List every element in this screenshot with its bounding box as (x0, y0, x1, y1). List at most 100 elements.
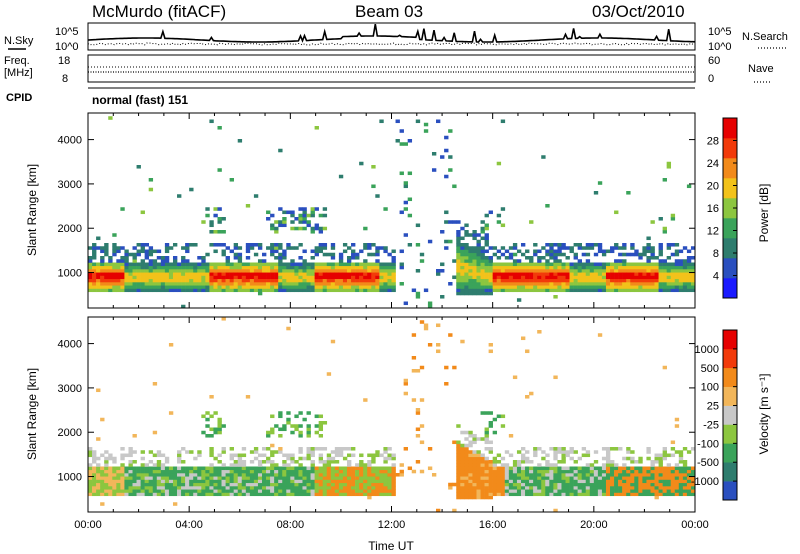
heatmap-cell (221, 447, 226, 451)
heatmap-cell (270, 288, 275, 293)
heatmap-cell (294, 269, 299, 273)
heatmap-cell (112, 269, 117, 273)
heatmap-cell (601, 447, 607, 451)
heatmap-cell (488, 246, 493, 250)
heatmap-cell (342, 285, 348, 289)
heatmap-cell (525, 492, 530, 497)
heatmap-cell (646, 259, 651, 263)
heatmap-cell (112, 473, 117, 477)
heatmap-cell (322, 275, 328, 280)
heatmap-cell (561, 456, 566, 461)
heatmap-cell (658, 453, 663, 458)
heatmap-cell (334, 492, 340, 497)
heatmap-cell (371, 288, 376, 293)
heatmap-cell (484, 456, 489, 461)
heatmap-cell (177, 466, 182, 471)
heatmap-cell (201, 285, 206, 289)
heatmap-cell (460, 463, 465, 467)
heatmap-cell (144, 486, 149, 490)
heatmap-cell (476, 495, 481, 500)
heatmap-cell (363, 473, 368, 477)
heatmap-cell (682, 460, 688, 464)
heatmap-cell (670, 469, 676, 474)
heatmap-cell (257, 463, 263, 467)
heatmap-cell (290, 489, 295, 493)
heatmap-cell (565, 288, 570, 293)
heatmap-cell (686, 489, 692, 493)
heatmap-cell (484, 259, 489, 263)
heatmap-cell (682, 259, 688, 263)
heatmap-cell (253, 447, 259, 451)
heatmap-cell (136, 262, 141, 267)
heatmap-cell (172, 502, 178, 506)
heatmap-cell (229, 272, 234, 276)
heatmap-cell (525, 486, 530, 490)
heatmap-cell (290, 262, 295, 267)
heatmap-cell (116, 492, 121, 497)
heatmap-cell (346, 246, 352, 250)
heatmap-cell (181, 256, 186, 260)
heatmap-cell (233, 246, 239, 250)
heatmap-cell (379, 473, 384, 477)
heatmap-cell (670, 476, 676, 480)
heatmap-cell (375, 453, 380, 458)
heatmap-cell (164, 285, 170, 289)
heatmap-cell (492, 473, 498, 477)
heatmap-cell (682, 473, 688, 477)
heatmap-cell (286, 269, 291, 273)
heatmap-cell (144, 482, 149, 487)
heatmap-cell (529, 275, 534, 280)
heatmap-cell (156, 272, 162, 276)
heatmap-cell (379, 482, 384, 487)
heatmap-cell (96, 479, 101, 484)
heatmap-cell (601, 282, 607, 286)
heatmap-cell (666, 265, 672, 270)
heatmap-cell (662, 476, 667, 480)
heatmap-cell (484, 476, 489, 480)
heatmap-cell (407, 243, 413, 247)
heatmap-cell (597, 269, 603, 273)
heatmap-cell (241, 447, 247, 451)
heatmap-cell (569, 265, 574, 270)
heatmap-cell (492, 466, 498, 471)
heatmap-cell (262, 473, 267, 477)
heatmap-cell (658, 476, 663, 480)
heatmap-cell (618, 246, 623, 250)
heatmap-cell (464, 256, 469, 260)
heatmap-cell (136, 285, 141, 289)
heatmap-cell (233, 285, 239, 289)
heatmap-cell (92, 466, 97, 471)
heatmap-cell (678, 450, 684, 454)
heatmap-cell (387, 285, 392, 289)
heatmap-cell (314, 430, 319, 435)
heatmap-cell (262, 479, 267, 484)
heatmap-cell (185, 489, 190, 493)
heatmap-cell (638, 460, 643, 464)
heatmap-cell (614, 282, 619, 286)
heatmap-cell (245, 204, 251, 208)
heatmap-cell (658, 243, 663, 247)
heatmap-cell (488, 269, 493, 273)
heatmap-cell (614, 486, 619, 490)
heatmap-cell (577, 269, 582, 273)
heatmap-cell (597, 486, 603, 490)
heatmap-cell (674, 469, 680, 474)
heatmap-cell (213, 476, 218, 480)
heatmap-cell (310, 450, 315, 454)
heatmap-cell (253, 285, 259, 289)
heatmap-cell (213, 262, 218, 267)
heatmap-cell (237, 275, 243, 280)
heatmap-cell (338, 272, 344, 276)
heatmap-cell (589, 269, 595, 273)
heatmap-cell (601, 466, 607, 471)
heatmap-cell (278, 275, 283, 280)
heatmap-cell (658, 252, 663, 257)
heatmap-cell (346, 256, 352, 260)
heatmap-cell (666, 275, 672, 280)
heatmap-cell (181, 466, 186, 471)
heatmap-cell (472, 450, 477, 454)
heatmap-cell (456, 275, 461, 280)
heatmap-cell (274, 473, 279, 477)
heatmap-cell (274, 265, 279, 270)
